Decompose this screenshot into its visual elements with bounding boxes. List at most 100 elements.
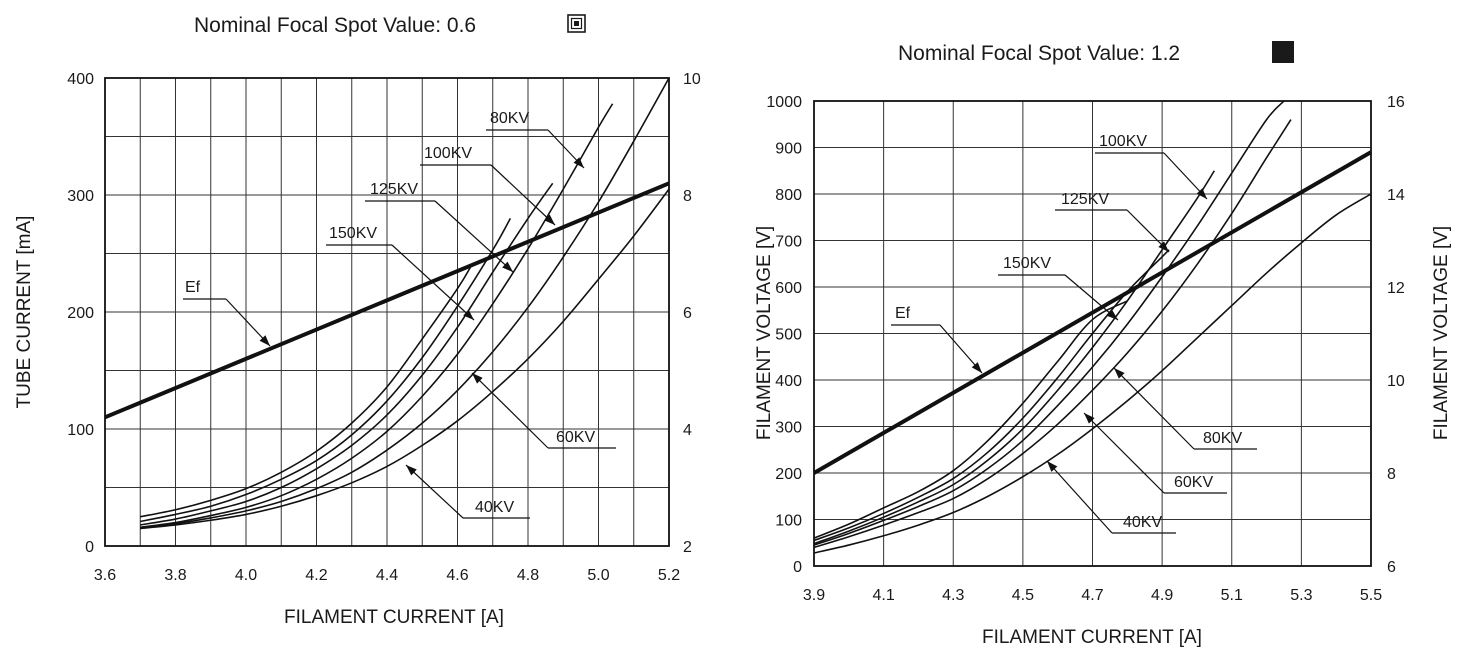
chart-right-grid	[813, 100, 1372, 567]
series-label-ef: Ef	[185, 279, 201, 296]
leader-arrowhead	[472, 373, 483, 384]
y-tick-label: 900	[775, 141, 802, 158]
y-tick-label: 0	[85, 539, 94, 556]
y-tick-label: 1000	[766, 94, 802, 111]
series-line-40kv	[140, 188, 670, 530]
x-tick-label: 4.2	[305, 567, 327, 584]
focal-spot-large-icon	[1272, 41, 1294, 63]
leader-arrowhead	[1114, 368, 1125, 379]
chart-left-y-axis-label: TUBE CURRENT [mA]	[14, 216, 35, 409]
x-tick-label: 4.7	[1081, 587, 1103, 604]
series-line-125kv	[813, 249, 1170, 542]
series-label-40kv: 40KV	[1123, 514, 1162, 531]
series-label-80kv: 80KV	[1203, 430, 1242, 447]
chart-right-ticks: 3.9 4.1 4.3 4.5 4.7 4.9 5.1 5.3 5.5 0 100 200 300 400…	[766, 94, 1404, 604]
y-tick-label: 700	[775, 234, 802, 251]
y2-tick-label: 12	[1387, 280, 1405, 297]
x-tick-label: 4.8	[517, 567, 539, 584]
x-tick-label: 4.0	[235, 567, 257, 584]
leader-arrowhead	[544, 214, 555, 225]
leader-line	[1083, 412, 1165, 494]
y2-tick-label: 8	[1387, 466, 1396, 483]
series-line-125kv	[140, 218, 512, 523]
y-tick-label: 300	[775, 420, 802, 437]
chart-left-ticks: 3.6 3.8 4.0 4.2 4.4 4.6 4.8 5.0 5.2 0 100 200 300 400…	[67, 71, 701, 584]
x-tick-label: 4.5	[1012, 587, 1034, 604]
leader-arrowhead	[573, 157, 584, 168]
x-tick-label: 3.6	[94, 567, 116, 584]
chart-right-series-group: Ef 150KV 125KV 100KV 80KV 60KV 40KV	[813, 100, 1372, 554]
y-tick-label: 100	[67, 422, 94, 439]
chart-right-y2-axis-label: FILAMENT VOLTAGE [V]	[1431, 226, 1452, 440]
y2-tick-label: 2	[683, 539, 692, 556]
series-line-150kv	[140, 264, 473, 518]
leader-line	[490, 164, 556, 226]
series-label-60kv: 60KV	[1174, 474, 1213, 491]
y2-tick-label: 14	[1387, 187, 1405, 204]
x-tick-label: 4.6	[446, 567, 468, 584]
series-label-80kv: 80KV	[490, 110, 529, 127]
series-line-60kv	[813, 119, 1292, 549]
x-tick-label: 5.5	[1360, 587, 1382, 604]
leader-arrowhead	[259, 335, 270, 346]
series-label-60kv: 60KV	[556, 429, 595, 446]
leader-line	[391, 244, 475, 321]
y-tick-label: 200	[67, 305, 94, 322]
plot-frame	[813, 100, 1372, 567]
series-label-125kv: 125KV	[1061, 191, 1109, 208]
y-tick-label: 300	[67, 188, 94, 205]
y2-tick-label: 6	[1387, 559, 1396, 576]
series-line-ef	[813, 150, 1372, 475]
x-tick-label: 4.3	[942, 587, 964, 604]
chart-left-x-axis-label: FILAMENT CURRENT [A]	[284, 607, 504, 628]
series-line-150kv	[813, 300, 1128, 539]
leader-line	[471, 372, 549, 449]
x-tick-label: 4.4	[376, 567, 398, 584]
y2-tick-label: 8	[683, 188, 692, 205]
x-tick-label: 5.0	[587, 567, 609, 584]
y-tick-label: 400	[775, 373, 802, 390]
series-line-80kv	[140, 103, 614, 529]
series-line-60kv	[140, 77, 670, 530]
series-line-100kv	[813, 170, 1216, 545]
series-label-150kv: 150KV	[1003, 255, 1051, 272]
focal-spot-small-icon	[567, 14, 586, 33]
chart-right-y-axis-label: FILAMENT VOLTAGE [V]	[754, 226, 775, 440]
series-line-ef	[104, 181, 670, 420]
series-label-ef: Ef	[895, 305, 911, 322]
leader-line	[405, 464, 464, 519]
y-tick-label: 400	[67, 71, 94, 88]
y-tick-label: 800	[775, 187, 802, 204]
x-tick-label: 3.9	[803, 587, 825, 604]
y-tick-label: 200	[775, 466, 802, 483]
chart-left: Nominal Focal Spot Value: 0.6 Ef 150KV 125…	[14, 14, 701, 628]
x-tick-label: 5.2	[658, 567, 680, 584]
x-tick-label: 4.1	[873, 587, 895, 604]
y-tick-label: 100	[775, 513, 802, 530]
series-label-150kv: 150KV	[329, 225, 377, 242]
x-tick-label: 5.3	[1290, 587, 1312, 604]
x-tick-label: 5.1	[1221, 587, 1243, 604]
x-tick-label: 4.9	[1151, 587, 1173, 604]
chart-right-title: Nominal Focal Spot Value: 1.2	[898, 42, 1180, 65]
y-tick-label: 500	[775, 327, 802, 344]
series-line-40kv	[813, 193, 1372, 554]
series-line-100kv	[140, 182, 554, 526]
leader-arrowhead	[406, 465, 417, 476]
series-label-100kv: 100KV	[1099, 133, 1147, 150]
series-label-40kv: 40KV	[475, 499, 514, 516]
plot-frame	[104, 77, 670, 547]
series-line-80kv	[813, 100, 1285, 546]
y2-tick-label: 10	[683, 71, 701, 88]
y2-tick-label: 10	[1387, 373, 1405, 390]
leader-arrowhead	[1084, 413, 1095, 424]
chart-right: Nominal Focal Spot Value: 1.2 Ef150KV125…	[754, 41, 1452, 648]
y2-tick-label: 16	[1387, 94, 1405, 111]
y2-tick-label: 6	[683, 305, 692, 322]
leader-arrowhead	[502, 261, 513, 272]
chart-right-x-axis-label: FILAMENT CURRENT [A]	[982, 627, 1202, 648]
leader-arrowhead	[1196, 188, 1207, 199]
series-label-125kv: 125KV	[370, 181, 418, 198]
y2-tick-label: 4	[683, 422, 692, 439]
y-tick-label: 600	[775, 280, 802, 297]
